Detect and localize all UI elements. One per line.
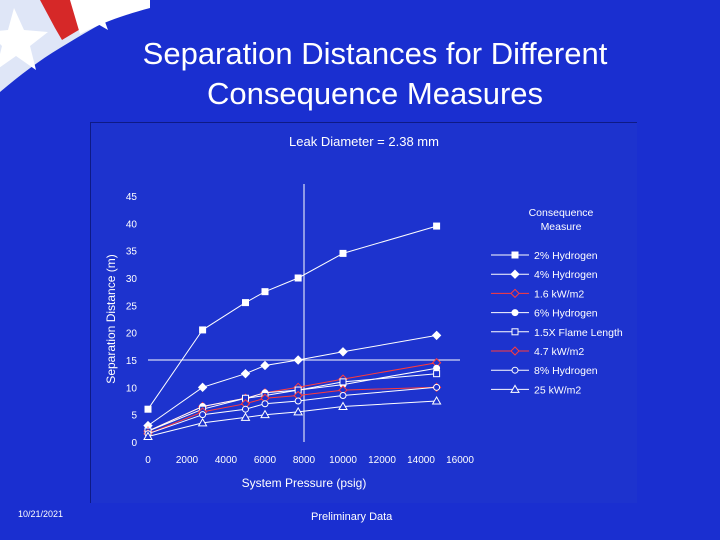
x-tick-label: 16000: [446, 455, 474, 466]
legend-marker-6: [510, 346, 520, 356]
data-point-series-8: [293, 406, 304, 416]
data-point-series-8: [260, 409, 270, 419]
data-point-series-1: [339, 249, 347, 257]
legend-marker-8: [510, 384, 520, 393]
x-tick-label: 14000: [407, 455, 435, 466]
y-tick-label: 30: [126, 274, 138, 285]
data-point-series-7: [339, 392, 347, 400]
legend-label-1: 2% Hydrogen: [534, 250, 598, 262]
legend-label-2: 4% Hydrogen: [534, 269, 598, 281]
series-line-7: [147, 386, 437, 435]
data-point-series-7: [242, 405, 249, 413]
legend-label-5: 1.5X Flame Length: [534, 327, 623, 339]
data-point-series-8: [431, 395, 442, 405]
legend-label-8: 25 kW/m2: [534, 384, 581, 396]
data-point-series-1: [433, 222, 441, 230]
data-point-series-2: [338, 347, 348, 357]
data-point-series-1: [294, 274, 302, 282]
data-point-series-7: [199, 411, 207, 419]
y-tick-label: 25: [126, 301, 138, 312]
data-point-series-2: [197, 382, 208, 393]
series-line-5: [147, 373, 437, 432]
y-tick-label: 20: [126, 329, 138, 340]
y-tick-label: 45: [126, 192, 138, 203]
data-point-series-8: [197, 417, 208, 427]
y-tick-label: 35: [126, 247, 138, 258]
legend-title-line-2: Measure: [541, 221, 582, 233]
y-axis-label: Separation Distance (m): [104, 254, 118, 383]
data-point-series-5: [339, 378, 347, 386]
x-tick-label: 6000: [254, 455, 277, 466]
series-line-1: [147, 225, 437, 410]
data-point-series-8: [338, 401, 348, 410]
y-tick-label: 10: [126, 383, 138, 394]
data-point-series-8: [240, 412, 251, 421]
y-tick-label: 5: [131, 411, 137, 422]
y-tick-label: 15: [126, 356, 138, 367]
x-tick-label: 0: [145, 455, 151, 466]
legend-marker-4: [511, 309, 519, 317]
legend-title: Consequence: [529, 207, 594, 219]
data-point-series-7: [294, 397, 302, 405]
slide-title: Separation Distances for Different Conse…: [142, 36, 608, 111]
data-point-series-1: [144, 405, 152, 413]
legend-marker-7: [511, 366, 519, 374]
data-point-series-1: [199, 326, 207, 334]
data-point-series-7: [433, 383, 441, 391]
legend-marker-2: [510, 269, 520, 279]
legend-marker-3: [510, 288, 520, 299]
x-axis-label: System Pressure (psig): [242, 476, 367, 490]
line-chart: Leak Diameter = 2.38 mm 0 5 10 15 20 25 30 35 40 4…: [104, 134, 623, 490]
x-tick-label: 4000: [215, 455, 238, 466]
legend-label-3: 1.6 kW/m2: [534, 288, 584, 300]
x-tick-label: 2000: [176, 455, 199, 466]
chart-panel: Leak Diameter = 2.38 mm 0 5 10 15 20 25 30 35 40 4…: [90, 122, 637, 503]
data-point-series-2: [431, 330, 442, 341]
data-point-series-7: [261, 400, 269, 408]
data-point-series-2: [260, 360, 270, 371]
y-tick-label: 40: [126, 219, 138, 230]
x-tick-label: 12000: [368, 455, 396, 466]
footer-note: Preliminary Data: [311, 511, 393, 523]
slide-date: 10/21/2021: [18, 509, 64, 519]
data-point-series-2: [240, 368, 251, 379]
legend-marker-1: [511, 251, 519, 259]
x-tick-label: 10000: [329, 455, 357, 466]
legend-label-6: 4.7 kW/m2: [534, 346, 584, 358]
series-line-6: [147, 386, 437, 435]
data-point-series-1: [242, 299, 249, 307]
chart-title: Leak Diameter = 2.38 mm: [289, 134, 439, 149]
flag-star-logo-icon: [0, 0, 150, 92]
legend-marker-5: [511, 328, 519, 336]
x-tick-label: 8000: [293, 455, 316, 466]
data-point-series-2: [293, 355, 303, 365]
data-point-series-5: [433, 370, 441, 378]
legend-label-4: 6% Hydrogen: [534, 308, 598, 320]
y-tick-label: 0: [131, 438, 137, 449]
legend-label-7: 8% Hydrogen: [534, 365, 598, 377]
data-point-series-8: [143, 431, 153, 441]
series-line-3: [147, 362, 437, 432]
data-point-series-1: [261, 288, 269, 296]
